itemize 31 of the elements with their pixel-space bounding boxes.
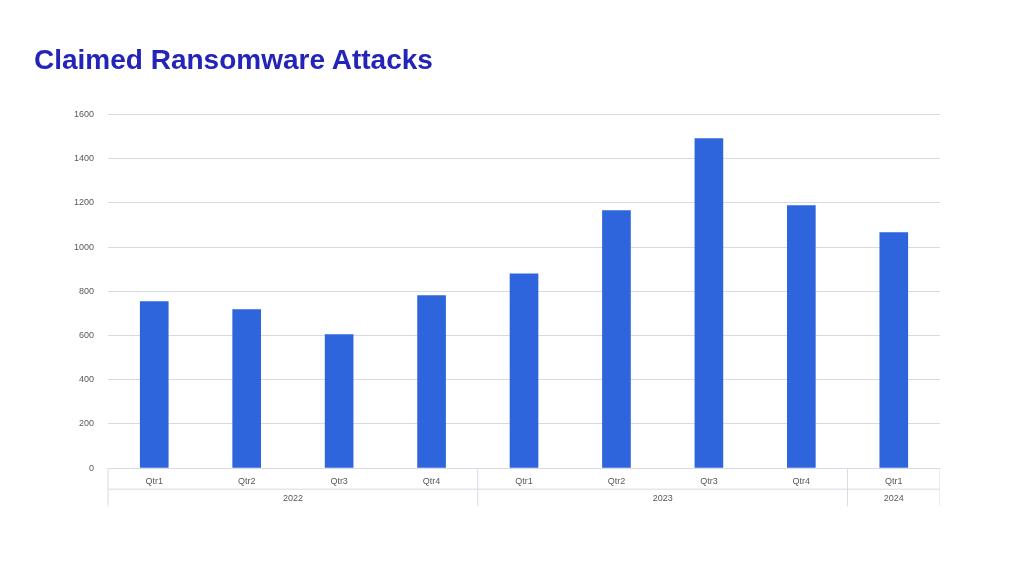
y-tick-label: 1000	[73, 241, 95, 252]
x-tick-label: Qtr2	[607, 476, 626, 487]
bar	[232, 309, 262, 468]
bar	[324, 334, 354, 468]
bar	[694, 138, 724, 468]
x-tick-label: Qtr3	[700, 476, 718, 487]
y-tick-label: 1200	[73, 197, 95, 208]
y-tick-label: 0	[89, 462, 95, 473]
x-tick-label: Qtr4	[792, 476, 811, 487]
bar	[602, 210, 631, 468]
chart-title: Claimed Ransomware Attacks	[34, 44, 433, 76]
x-tick-label: Qtr1	[145, 476, 163, 487]
text: 2022	[282, 492, 303, 503]
x-tick-label: Qtr1	[885, 476, 903, 487]
y-tick-label: 400	[78, 374, 95, 385]
bar	[417, 295, 446, 468]
y-tick-label: 1600	[73, 108, 95, 119]
y-tick-label: 1400	[73, 153, 95, 164]
bar	[509, 273, 539, 468]
text: 2023	[652, 492, 673, 503]
text: 2024	[883, 492, 904, 503]
x-tick-label: Qtr1	[515, 476, 533, 487]
x-tick-label: Qtr3	[330, 476, 348, 487]
bar	[139, 301, 169, 468]
x-tick-label: Qtr2	[237, 476, 256, 487]
y-tick-label: 600	[78, 330, 95, 341]
x-tick-label: Qtr4	[422, 476, 441, 487]
y-tick-label: 800	[78, 285, 95, 296]
bar	[879, 232, 909, 468]
bar	[787, 205, 816, 468]
y-tick-label: 200	[78, 418, 95, 429]
